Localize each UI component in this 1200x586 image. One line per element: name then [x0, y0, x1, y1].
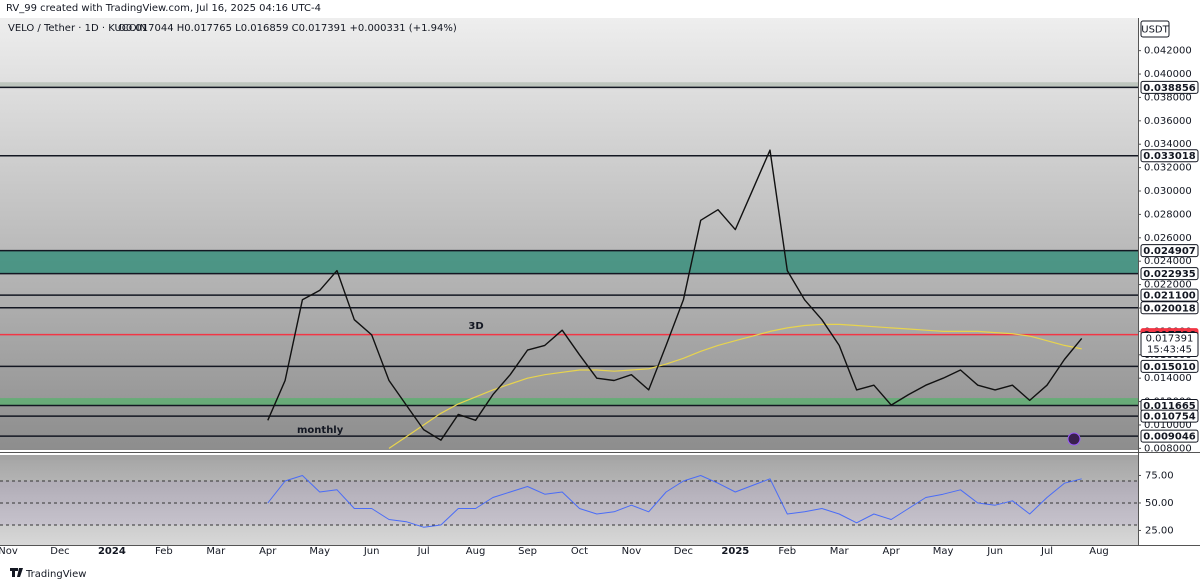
level-box: [1140, 288, 1199, 302]
series-line: [388, 323, 1082, 449]
rsi-tick-label: 75.00: [1145, 470, 1174, 481]
level-box: [1140, 409, 1199, 423]
y-tick-label: 0.028000: [1144, 209, 1192, 220]
ohlc: O0.017044 H0.017765 L0.016859 C0.017391 …: [118, 23, 457, 34]
level-box: [1140, 149, 1199, 163]
rsi-tick-label: 50.00: [1145, 498, 1174, 509]
x-tick-label: Apr: [883, 546, 901, 557]
x-tick-label: Jul: [417, 546, 430, 557]
x-tick-label: Jun: [986, 546, 1003, 557]
level-box: [1140, 359, 1199, 373]
level-box: [1140, 429, 1199, 443]
x-tick-label: Oct: [571, 546, 588, 557]
level-box: [1140, 80, 1199, 94]
x-tick-label: Jun: [363, 546, 380, 557]
x-tick-label: Feb: [778, 546, 796, 557]
x-tick-label: Mar: [830, 546, 850, 557]
level-label: 0.011665: [1143, 401, 1196, 412]
x-tick-label: Nov: [622, 546, 642, 557]
level-box: [1140, 267, 1199, 281]
y-tick-label: 0.022000: [1144, 280, 1192, 291]
x-tick-label: Jul: [1040, 546, 1053, 557]
currency: USDT: [1141, 25, 1169, 36]
author-line: RV_99 created with TradingView.com, Jul …: [6, 3, 321, 14]
symbol: VELO / Tether · 1D · KUCOIN: [8, 23, 147, 34]
level-label: 0.021100: [1143, 291, 1196, 302]
level-box: [1140, 244, 1199, 258]
main-layer: 0.0080000.0100000.0120000.0140000.016000…: [0, 46, 1199, 557]
y-tick-label: 0.038000: [1144, 92, 1192, 103]
level-label: 0.022935: [1143, 269, 1196, 280]
zone: [0, 250, 1138, 274]
x-tick-label: 2024: [98, 546, 126, 557]
price-box: [1140, 332, 1199, 358]
main-pane: [0, 18, 1138, 450]
x-tick-label: Apr: [259, 546, 277, 557]
x-tick-label: Dec: [674, 546, 693, 557]
x-tick-label: May: [309, 546, 330, 557]
y-tick-label: 0.014000: [1144, 373, 1192, 384]
series-line: [267, 149, 1083, 441]
annotation: monthly: [297, 425, 344, 436]
x-tick-label: Mar: [206, 546, 226, 557]
zone: [0, 398, 1138, 406]
x-tick-label: Aug: [466, 546, 486, 557]
annotation: 3D: [468, 321, 483, 332]
x-tick-label: May: [933, 546, 954, 557]
zone: [0, 82, 1138, 88]
x-tick-label: Aug: [1089, 546, 1109, 557]
x-tick-label: Dec: [50, 546, 69, 557]
y-tick-label: 0.040000: [1144, 69, 1192, 80]
currency-box: [1140, 20, 1170, 38]
level-box: [1140, 301, 1199, 315]
x-tick-label: 2025: [721, 546, 749, 557]
y-tick-label: 0.042000: [1144, 46, 1192, 57]
level-label: 0.020018: [1143, 303, 1196, 314]
y-tick-label: 0.030000: [1144, 186, 1192, 197]
price-label: 0.017391: [1146, 334, 1194, 345]
y-tick-label: 0.026000: [1144, 233, 1192, 244]
brand-logo: [10, 568, 23, 577]
y-tick-label: 0.010000: [1144, 420, 1192, 431]
rsi-tick-label: 25.00: [1145, 525, 1174, 536]
y-tick-label: 0.036000: [1144, 116, 1192, 127]
level-label: 0.009046: [1143, 432, 1196, 443]
x-tick-label: Nov: [0, 546, 18, 557]
series-line: [267, 475, 1082, 528]
x-tick-label: Sep: [518, 546, 537, 557]
price-countdown: 15:43:45: [1147, 345, 1192, 356]
y-tick-label: 0.034000: [1144, 139, 1192, 150]
level-label: 0.015010: [1143, 362, 1196, 373]
level-label: 0.033018: [1143, 151, 1196, 162]
y-tick-label: 0.024000: [1144, 256, 1192, 267]
level-label: 0.024907: [1143, 246, 1196, 257]
x-tick-label: Feb: [155, 546, 173, 557]
alert-icon[interactable]: [1067, 432, 1081, 446]
y-tick-label: 0.008000: [1144, 443, 1192, 454]
rsi-pane: [0, 455, 1138, 545]
brand: TradingView: [25, 569, 86, 580]
level-label: 0.010754: [1143, 412, 1196, 423]
level-label: 0.038856: [1143, 83, 1196, 94]
y-tick-label: 0.032000: [1144, 163, 1192, 174]
